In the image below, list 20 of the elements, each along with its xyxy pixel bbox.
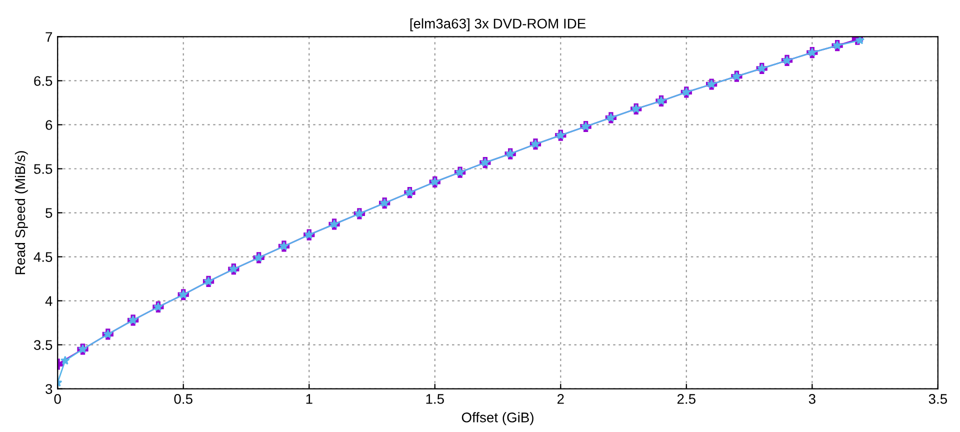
y-tick-label: 3: [46, 384, 52, 394]
y-tick-label: 6.5: [34, 76, 52, 86]
y-tick-label: 6: [46, 120, 52, 130]
x-tick-label: 2: [557, 394, 564, 404]
y-axis-title: Read Speed (MiB/s): [14, 151, 28, 274]
x-tick-label: 3.5: [928, 394, 947, 404]
y-tick-label: 7: [46, 32, 52, 42]
x-axis-title: Offset (GiB): [462, 412, 534, 426]
y-tick-label: 5.5: [34, 164, 52, 174]
x-tick-label: 3: [808, 394, 816, 404]
chart-title: [elm3a63] 3x DVD-ROM IDE: [410, 18, 586, 32]
y-tick-label: 4: [45, 296, 52, 306]
y-tick-label: 4.5: [34, 252, 52, 262]
x-tick-label: 0.5: [174, 394, 192, 404]
x-tick-label: 2.5: [677, 394, 696, 404]
x-tick-label: 1: [306, 394, 312, 404]
x-tick-label: 0: [54, 394, 61, 404]
x-tick-label: 1.5: [426, 394, 444, 404]
y-tick-label: 5: [46, 208, 52, 218]
y-tick-label: 3.5: [34, 340, 52, 350]
